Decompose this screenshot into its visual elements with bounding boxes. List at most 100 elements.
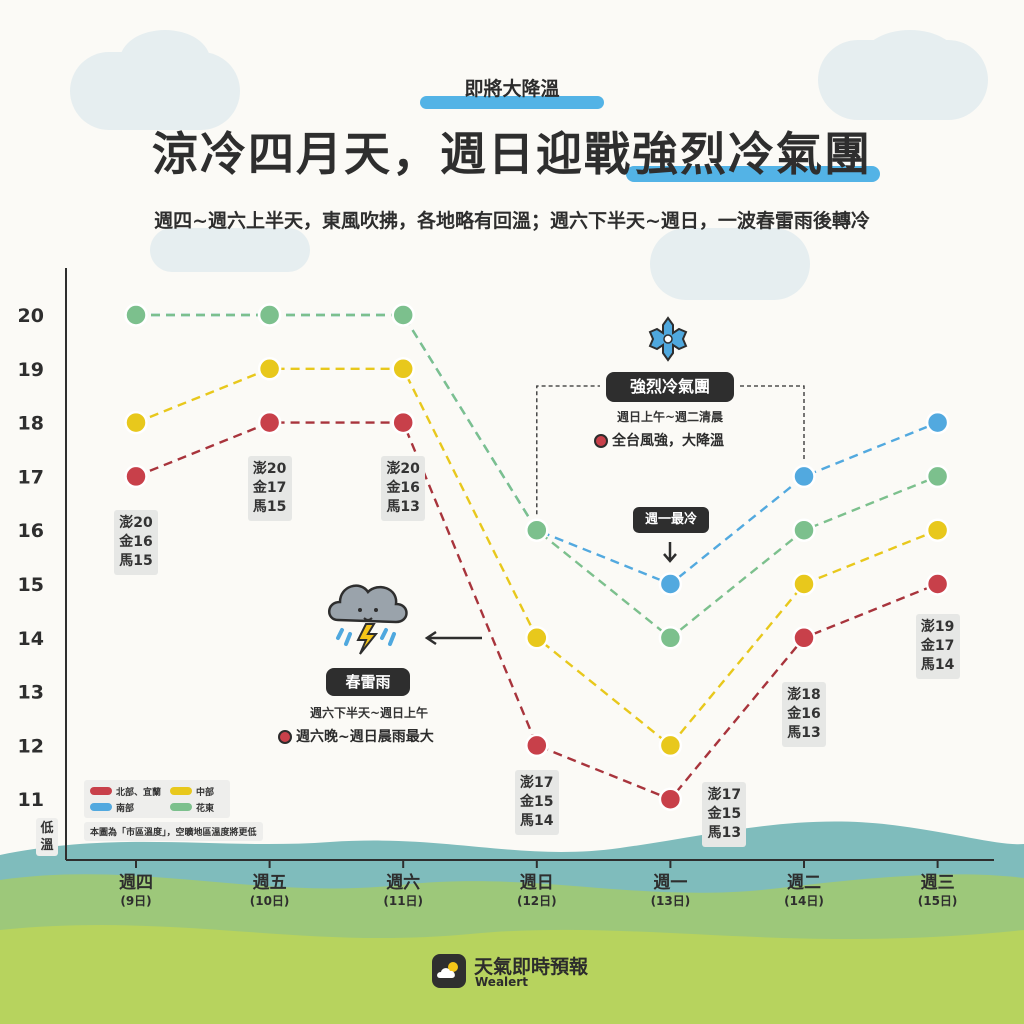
island-temp-line: 澎19 — [920, 619, 955, 635]
background-cloud — [860, 30, 960, 94]
hill-front — [0, 925, 1024, 1024]
legend-item: 花東 — [170, 801, 214, 814]
island-temp-label: 澎20 金16 馬15 — [114, 510, 158, 575]
island-temp-line: 馬15 — [252, 499, 287, 515]
x-tick-label: 週一 — [653, 873, 687, 893]
cold-front-warning-text: 全台風強，大降溫 — [612, 433, 724, 449]
thunder-warning-text: 週六晚~週日晨雨最大 — [296, 729, 434, 745]
cold-front-bracket-right — [740, 385, 805, 461]
data-point — [124, 303, 148, 327]
chart-legend: 北部、宜蘭 中部 南部 花東 — [84, 780, 230, 818]
legend-swatch — [90, 803, 112, 811]
data-point — [925, 464, 950, 489]
title-main: 涼冷四月天，週日迎戰 — [152, 127, 632, 181]
background-cloud — [150, 228, 310, 272]
x-tick-date: (12日) — [517, 894, 557, 908]
thunder-warning: 週六晚~週日晨雨最大 — [278, 726, 434, 746]
island-temp-line: 馬14 — [520, 813, 554, 829]
data-point — [124, 410, 148, 435]
annotation-lines — [536, 385, 805, 515]
page-title: 涼冷四月天，週日迎戰強烈冷氣團 — [0, 118, 1024, 184]
thunder-period: 週六下半天~週日上午 — [309, 706, 429, 720]
island-temp-line: 澎17 — [707, 787, 742, 803]
snowflake-icon — [648, 316, 688, 362]
y-tick-label: 15 — [18, 574, 44, 596]
data-point — [257, 357, 282, 381]
legend-swatch — [170, 803, 192, 811]
island-temp-line: 澎20 — [386, 461, 420, 477]
title-highlight: 強烈冷氣團 — [626, 118, 880, 184]
island-temp-line: 澎18 — [787, 687, 821, 703]
series-points-2 — [124, 303, 950, 650]
data-point — [525, 733, 549, 758]
y-tick-label: 14 — [18, 628, 44, 650]
data-point — [792, 572, 816, 596]
data-point — [792, 626, 816, 650]
cold-front-title: 強烈冷氣團 — [606, 372, 734, 402]
thunder-cloud-icon — [328, 584, 408, 655]
cold-front-bracket-left — [536, 385, 600, 515]
coldest-label: 週一最冷 — [633, 507, 709, 533]
x-tick-date: (9日) — [120, 894, 151, 908]
y-tick-label: 18 — [18, 413, 44, 435]
cold-front-period: 週日上午~週二清晨 — [616, 410, 724, 424]
data-point — [925, 518, 950, 542]
island-temp-line: 金16 — [787, 706, 821, 722]
island-temp-line: 澎17 — [520, 775, 554, 791]
data-point — [391, 410, 415, 435]
island-temp-line: 金16 — [386, 480, 420, 496]
island-temp-line: 馬13 — [787, 725, 821, 741]
data-point — [391, 357, 415, 381]
thunder-title: 春雷雨 — [326, 668, 410, 696]
chart-axes: 20 19 18 17 16 15 14 13 12 11 週四(9日) 週五(10日) 週六(11日)… — [18, 268, 994, 908]
data-point — [257, 410, 282, 435]
y-tick-label: 16 — [18, 520, 44, 542]
title-text: 涼冷四月天，週日迎戰強烈冷氣團 — [152, 127, 880, 182]
background-hills — [0, 821, 1024, 1024]
island-temp-line: 馬13 — [386, 499, 420, 515]
data-point — [658, 572, 683, 596]
legend-item: 中部 — [170, 785, 214, 798]
island-temp-label: 澎19 金17 馬14 — [915, 614, 960, 679]
island-temp-label: 澎18 金16 馬13 — [782, 682, 826, 747]
legend-item: 北部、宜蘭 — [90, 785, 161, 798]
y-tick-label: 13 — [18, 682, 44, 704]
legend-label: 花東 — [196, 804, 215, 814]
island-temp-label: 澎20 金16 馬13 — [381, 456, 426, 521]
data-point — [658, 626, 683, 650]
y-tick-label: 11 — [18, 789, 44, 811]
x-tick-date: (13日) — [651, 894, 691, 908]
x-tick-label: 週四 — [119, 873, 153, 893]
x-tick-label: 週二 — [787, 873, 821, 893]
data-point — [658, 787, 683, 811]
warning-icon — [278, 730, 292, 744]
x-tick-label: 週六 — [386, 872, 420, 893]
data-point — [925, 410, 950, 435]
data-point — [124, 464, 148, 489]
chart-series — [124, 303, 950, 811]
data-point — [525, 626, 549, 650]
x-tick-label: 週三 — [921, 873, 955, 893]
background-cloud — [650, 228, 810, 300]
island-temp-line: 金16 — [119, 534, 153, 550]
island-temp-line: 金17 — [920, 638, 955, 654]
legend-label: 北部、宜蘭 — [116, 788, 162, 798]
x-tick-label: 週五 — [253, 873, 287, 893]
x-tick-date: (10日) — [250, 894, 290, 908]
island-temp-line: 金17 — [252, 480, 287, 496]
data-point — [792, 464, 816, 489]
series-points-3 — [124, 410, 950, 811]
island-temp-line: 金15 — [520, 794, 554, 810]
x-tick-date: (14日) — [784, 894, 824, 908]
left-arrow-icon — [424, 630, 482, 646]
legend-item: 南部 — [90, 801, 134, 814]
data-point — [525, 518, 549, 542]
weather-app-icon — [432, 954, 466, 988]
y-tick-label: 17 — [18, 466, 44, 488]
data-point — [925, 572, 950, 596]
legend-label: 南部 — [116, 804, 135, 814]
legend-label: 中部 — [196, 788, 215, 798]
island-temp-label: 澎17 金15 馬13 — [702, 782, 747, 847]
island-temp-line: 金15 — [707, 806, 742, 822]
